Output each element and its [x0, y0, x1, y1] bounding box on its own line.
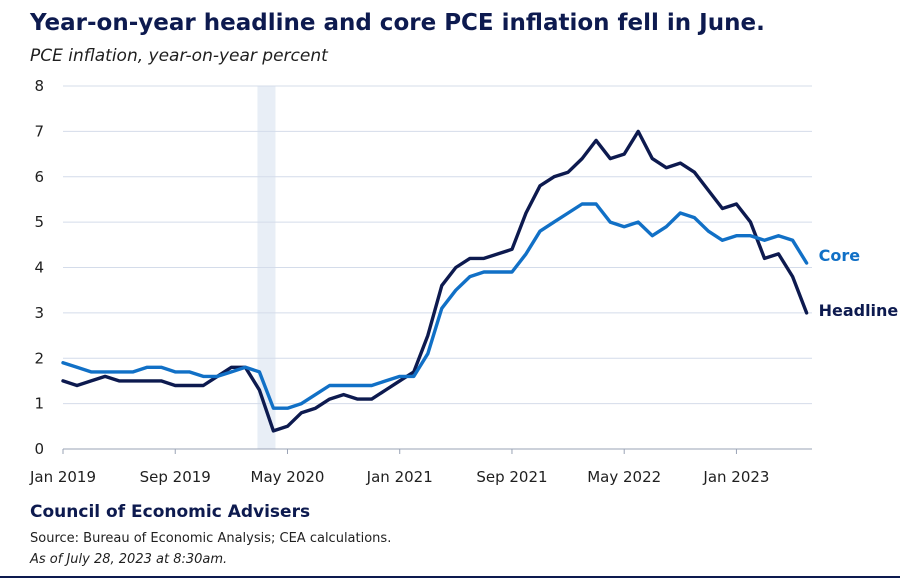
chart-title: Year-on-year headline and core PCE infla… [30, 10, 765, 36]
y-tick-label: 0 [34, 440, 44, 458]
y-tick-label: 4 [34, 259, 44, 277]
y-tick-label: 8 [34, 77, 44, 95]
x-tick-label: Sep 2021 [476, 468, 547, 486]
x-tick-label: Jan 2021 [366, 468, 433, 486]
y-axis-ticks: 0 1 2 3 4 5 6 7 8 [34, 77, 44, 458]
series-line-core [61, 202, 809, 410]
footer-source: Source: Bureau of Economic Analysis; CEA… [30, 531, 392, 546]
footer-organization: Council of Economic Advisers [30, 502, 311, 522]
x-tick-label: Sep 2019 [140, 468, 211, 486]
y-tick-label: 7 [34, 122, 44, 140]
bottom-rule [0, 576, 900, 578]
x-tick-label: Jan 2019 [29, 468, 96, 486]
y-tick-label: 6 [34, 168, 44, 186]
y-tick-label: 5 [34, 213, 44, 231]
series-label-headline: Headline [819, 301, 899, 320]
y-tick-label: 3 [34, 304, 44, 322]
x-tick-label: Jan 2023 [702, 468, 769, 486]
grid-layer [63, 85, 812, 450]
footer-timestamp: As of July 28, 2023 at 8:30am. [30, 552, 228, 567]
y-tick-label: 2 [34, 349, 44, 367]
series-line-headline [61, 129, 809, 433]
x-tick-label: May 2020 [251, 468, 325, 486]
series-label-core: Core [819, 246, 861, 265]
x-axis-ticks: Jan 2019 Sep 2019 May 2020 Jan 2021 Sep 2021… [29, 449, 769, 486]
series-layer [61, 129, 809, 433]
series-label-layer: Headline Core [819, 246, 899, 320]
y-tick-label: 1 [34, 395, 44, 413]
chart-subtitle: PCE inflation, year-on-year percent [30, 46, 328, 66]
x-tick-label: May 2022 [587, 468, 661, 486]
